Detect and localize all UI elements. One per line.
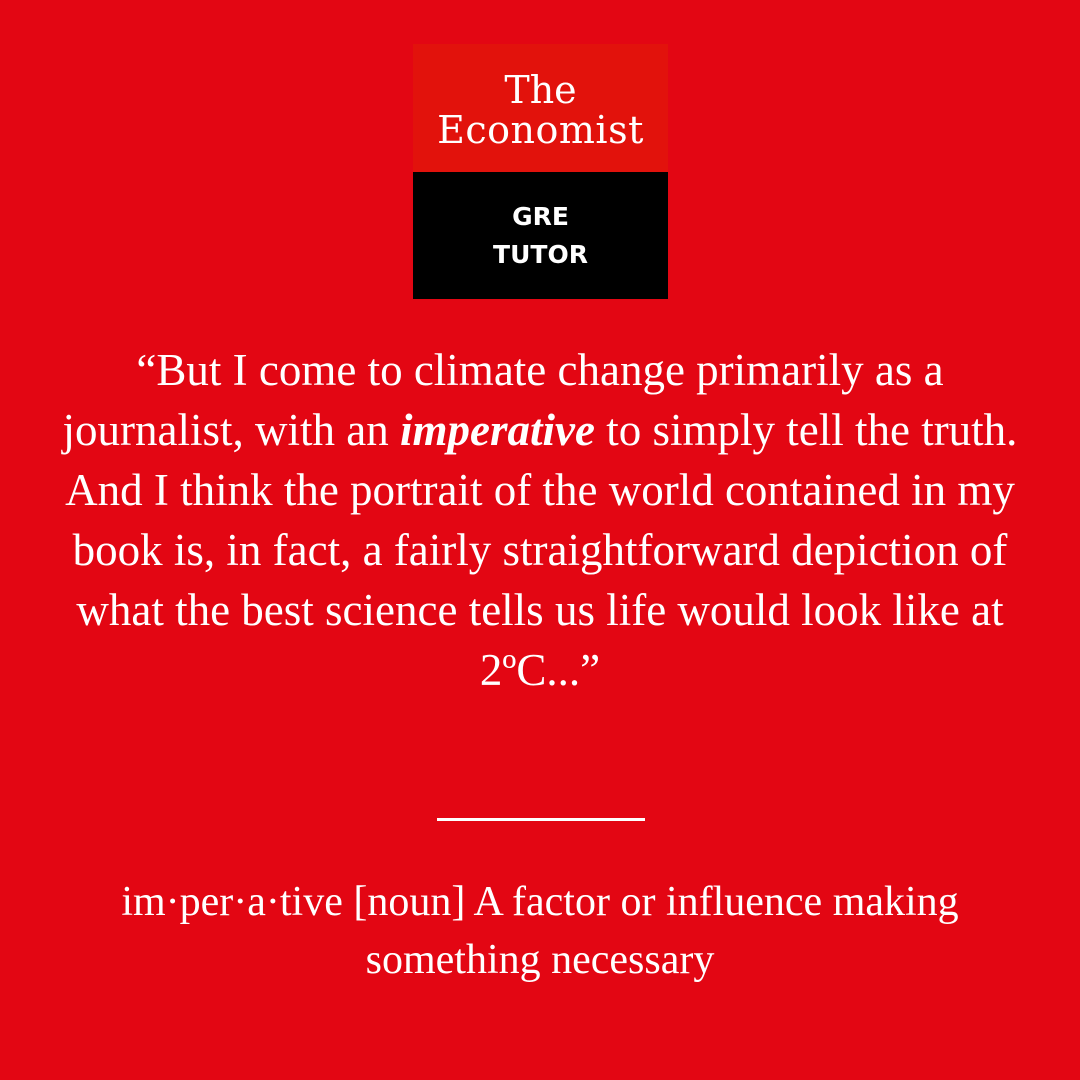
logo-tutor-text: TUTOR (493, 239, 588, 269)
quote-after: to simply tell the truth. And I think th… (65, 405, 1018, 695)
logo-economist-text: Economist (437, 108, 644, 152)
economist-wordmark: The Economist (413, 44, 668, 172)
economist-gre-tutor-logo: The Economist GRE TUTOR (413, 44, 668, 299)
quote-text: “But I come to climate change primarily … (60, 340, 1020, 700)
word-definition: im·per·a·tive [noun] A factor or influen… (121, 879, 959, 983)
divider-line (437, 818, 645, 821)
logo-the-text: The (504, 68, 577, 112)
logo-gre-text: GRE (512, 201, 569, 231)
quote-emphasis-word: imperative (400, 405, 595, 455)
gre-tutor-label: GRE TUTOR (413, 172, 668, 299)
quote-before: “But I come to climate change primarily … (62, 345, 944, 455)
